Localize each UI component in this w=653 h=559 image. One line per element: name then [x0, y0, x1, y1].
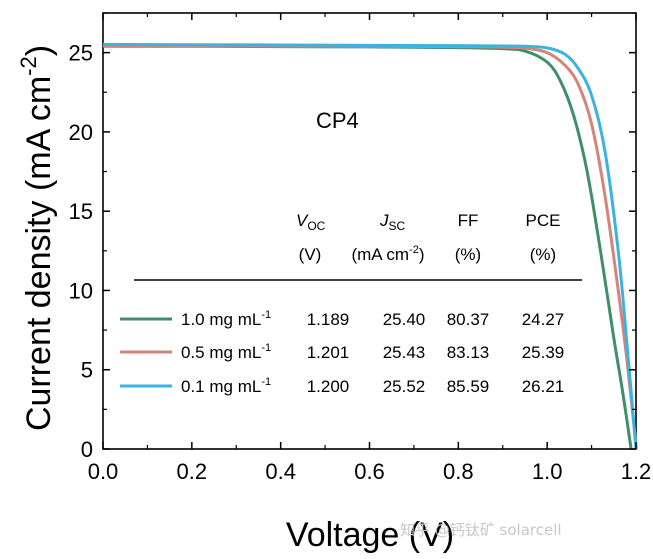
x-axis-title: Voltage (V) — [286, 516, 454, 554]
table-unit-jsc: (mA cm-2) — [351, 244, 424, 264]
table-unit-voc: (V) — [299, 245, 322, 264]
table-cell: 24.27 — [522, 310, 565, 329]
y-tick-label: 15 — [69, 199, 93, 224]
table-cell: 1.189 — [307, 310, 350, 329]
table-cell: 25.52 — [383, 377, 426, 396]
legend-label: 0.5 mg mL-1 — [181, 342, 271, 362]
x-tick-label: 0.4 — [265, 459, 296, 484]
table-header-ff: FF — [458, 211, 479, 230]
y-tick-label: 20 — [69, 120, 93, 145]
parameter-table: VOC JSC FF PCE (V) (mA cm-2) (%) (%) 1.0… — [120, 211, 582, 396]
y-axis-title-group: Current density (mA cm-2) — [16, 45, 58, 431]
table-cell: 85.59 — [447, 377, 490, 396]
table-unit-ff: (%) — [455, 245, 481, 264]
table-cell: 1.200 — [307, 377, 350, 396]
y-tick-label: 25 — [69, 41, 93, 66]
series-layer — [102, 42, 638, 450]
ticks-layer: 0.0 0.2 0.4 0.6 0.8 1.0 1.2 0 5 10 15 20 25 — [69, 12, 652, 484]
x-tick-label: 1.0 — [532, 459, 563, 484]
y-axis-title: Current density (mA cm-2) — [16, 45, 58, 431]
table-cell: 26.21 — [522, 377, 565, 396]
table-rows: 1.0 mg mL-1 1.189 25.40 80.37 24.27 0.5 mg mL… — [120, 309, 564, 396]
y-axis-title-main: Current density (mA cm — [20, 76, 58, 431]
table-header-voc: VOC — [296, 211, 326, 233]
y-axis-title-close: ) — [20, 45, 58, 56]
chart-annotation: CP4 — [316, 108, 359, 133]
table-header-jsc: JSC — [379, 211, 406, 233]
y-tick-label: 10 — [69, 278, 93, 303]
x-tick-label: 0.8 — [443, 459, 474, 484]
y-axis-title-sup: -2 — [16, 56, 41, 76]
y-tick-label: 5 — [81, 358, 93, 383]
table-cell: 25.39 — [522, 343, 565, 362]
watermark: 知乎 @钙钛矿 solarcell — [400, 521, 562, 539]
table-cell: 80.37 — [447, 310, 490, 329]
table-cell: 25.40 — [383, 310, 426, 329]
x-tick-label: 0.0 — [88, 459, 119, 484]
series-line — [102, 42, 638, 450]
table-header-pce: PCE — [526, 211, 561, 230]
x-tick-label: 0.2 — [177, 459, 208, 484]
table-cell: 83.13 — [447, 343, 490, 362]
table-cell: 25.43 — [383, 343, 426, 362]
x-tick-label: 1.2 — [621, 459, 652, 484]
legend-label: 0.1 mg mL-1 — [181, 376, 271, 396]
y-tick-label: 0 — [81, 437, 93, 462]
x-tick-label: 0.6 — [354, 459, 385, 484]
table-cell: 1.201 — [307, 343, 350, 362]
legend-label: 1.0 mg mL-1 — [181, 309, 271, 329]
table-unit-pce: (%) — [530, 245, 556, 264]
